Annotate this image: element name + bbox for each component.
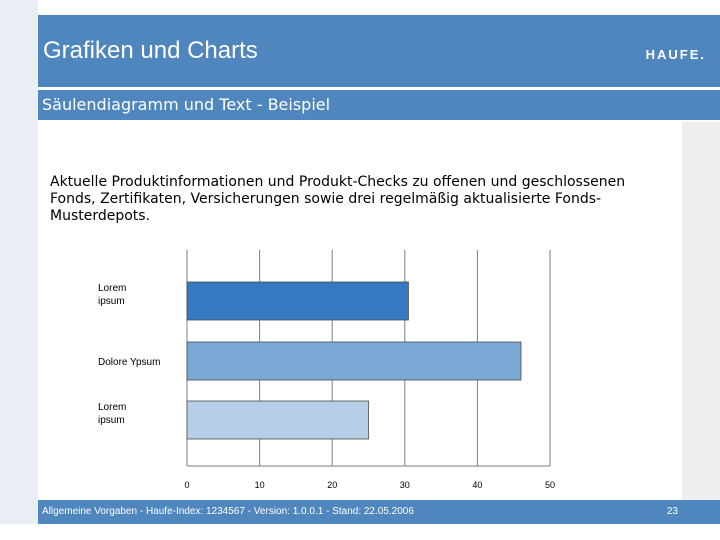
x-tick-label: 40: [472, 480, 482, 490]
bar: [186, 400, 369, 440]
x-tick-label: 50: [545, 480, 555, 490]
left-strip: [0, 0, 38, 540]
bottom-strip: [0, 524, 720, 540]
bar: [186, 341, 522, 381]
page-number: 23: [666, 506, 678, 517]
haufe-logo: HAUFE.: [645, 47, 706, 62]
slide-footer: Allgemeine Vorgaben - Haufe-Index: 12345…: [38, 500, 720, 524]
x-tick-label: 30: [400, 480, 410, 490]
x-tick-label: 0: [184, 480, 189, 490]
intro-text: Aktuelle Produktinformationen und Produk…: [50, 174, 626, 224]
bar: [186, 281, 409, 321]
bar-chart: 0 10 20 30 40 50 Lorem ipsum Dolore Ypsum Lorem ip…: [98, 250, 555, 490]
slide-subtitle: Säulendiagramm und Text - Beispiel: [42, 95, 331, 114]
category-label: Lorem ipsum: [98, 283, 126, 307]
slide-title: Grafiken und Charts: [43, 37, 258, 64]
category-label: Dolore Ypsum: [98, 357, 160, 368]
x-tick-label: 20: [327, 480, 337, 490]
x-tick-label: 10: [255, 480, 265, 490]
right-strip: [682, 122, 720, 500]
slide-subheader: Säulendiagramm und Text - Beispiel: [38, 90, 720, 120]
footer-text: Allgemeine Vorgaben - Haufe-Index: 12345…: [42, 506, 414, 517]
slide-content: Aktuelle Produktinformationen und Produk…: [38, 122, 682, 500]
category-label: Lorem ipsum: [98, 402, 126, 426]
slide-header: Grafiken und Charts HAUFE.: [38, 15, 720, 87]
